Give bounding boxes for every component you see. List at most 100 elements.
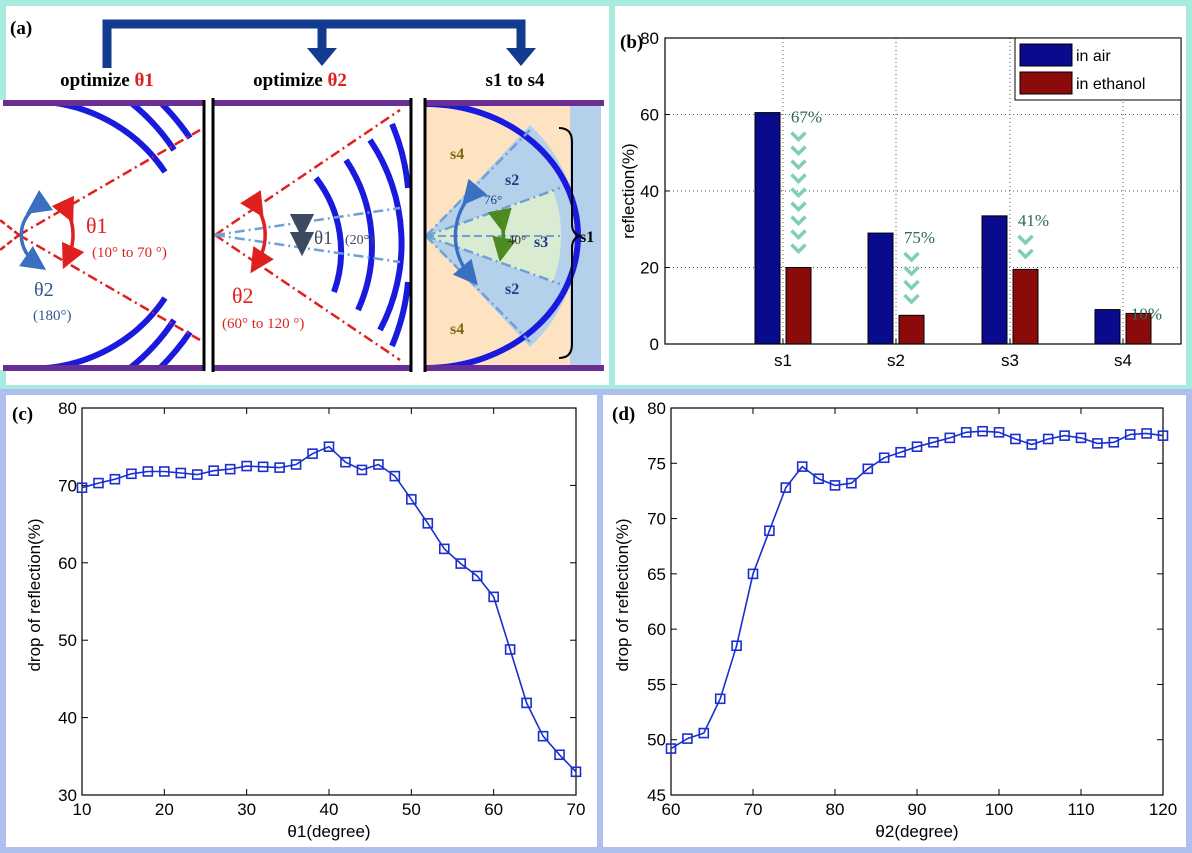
theta2-label: θ2 bbox=[34, 279, 54, 301]
data-point bbox=[1075, 432, 1087, 444]
data-point bbox=[142, 466, 154, 477]
series-line bbox=[670, 430, 1164, 750]
xtick-label: 70 bbox=[744, 800, 763, 819]
b-ylabel: reflection(%) bbox=[619, 143, 638, 238]
xtick-label: 50 bbox=[402, 800, 421, 819]
title-s1-to-s4: s1 to s4 bbox=[485, 70, 545, 91]
b-ytick-label: 80 bbox=[640, 29, 659, 48]
legend-label-air: in air bbox=[1076, 48, 1111, 65]
data-point bbox=[307, 448, 318, 459]
data-point bbox=[191, 469, 203, 480]
data-point bbox=[829, 480, 841, 491]
b-ytick-label: 40 bbox=[640, 182, 659, 201]
b-grid bbox=[665, 38, 1181, 344]
data-point bbox=[1059, 430, 1070, 441]
data-point bbox=[356, 464, 368, 476]
data-point bbox=[340, 456, 351, 468]
panel-d-line-chart: (d) 60 70 80 90 100 110 120 45 50 55 60 65 70 75 80 θ2… bbox=[612, 399, 1177, 841]
bar-ethanol-s2 bbox=[898, 314, 925, 345]
data-point bbox=[747, 568, 759, 580]
bar-air-s2 bbox=[867, 232, 894, 345]
theta1-fixed-value: (20°) bbox=[345, 233, 374, 248]
data-point bbox=[438, 543, 450, 555]
c-ylabel: drop of reflection(%) bbox=[25, 518, 44, 671]
sub-diagram-theta1: θ1 (10° to 70 °) θ2 (180°) bbox=[0, 100, 206, 371]
data-point bbox=[570, 766, 582, 778]
data-point bbox=[731, 640, 742, 652]
data-point bbox=[274, 462, 285, 473]
data-point bbox=[422, 518, 434, 529]
data-point bbox=[1042, 433, 1054, 445]
c-xlabel: θ1(degree) bbox=[287, 822, 370, 841]
connector-bar bbox=[102, 19, 526, 68]
axes-frame bbox=[670, 407, 1164, 796]
data-point bbox=[944, 432, 956, 444]
xtick-label: 60 bbox=[484, 800, 503, 819]
data-point bbox=[241, 460, 252, 472]
c-plot: 10 20 30 40 50 60 70 30 40 50 60 70 80 bbox=[58, 399, 585, 819]
data-point bbox=[323, 441, 335, 453]
data-point bbox=[471, 570, 483, 582]
xtick-label: 10 bbox=[73, 800, 92, 819]
data-point bbox=[764, 525, 775, 537]
data-point bbox=[373, 459, 384, 470]
sub-diagram-theta2: θ1 (20°) θ2 (60° to 120 °) bbox=[211, 98, 413, 372]
arrow-head-2 bbox=[307, 48, 337, 66]
data-point bbox=[1092, 438, 1103, 449]
b-chevron bbox=[1017, 248, 1034, 260]
b-chevron bbox=[903, 251, 920, 263]
ytick-label: 50 bbox=[647, 731, 666, 750]
ytick-label: 65 bbox=[647, 565, 666, 584]
data-point bbox=[1124, 429, 1136, 440]
data-point bbox=[846, 477, 857, 489]
panel-d-label: (d) bbox=[612, 404, 635, 425]
b-bars bbox=[754, 112, 1152, 345]
data-point bbox=[109, 473, 121, 485]
s2-top-label: s2 bbox=[505, 172, 519, 189]
data-point bbox=[488, 591, 499, 603]
bar-air-s1 bbox=[754, 112, 781, 345]
s4-top-label: s4 bbox=[450, 146, 464, 163]
data-point bbox=[813, 473, 824, 485]
data-point bbox=[406, 494, 417, 505]
b-chevron bbox=[790, 215, 807, 227]
sub-diagram-sections: s4 s2 76° 40° s3 s2 s4 s1 bbox=[423, 98, 604, 372]
data-point bbox=[780, 482, 792, 493]
ytick-label: 45 bbox=[647, 786, 666, 805]
b-percent-label: 75% bbox=[904, 228, 935, 247]
b-xtick-label: s1 bbox=[774, 351, 792, 370]
b-chevron bbox=[790, 243, 807, 255]
bar-ethanol-s3 bbox=[1012, 268, 1039, 345]
ytick-label: 60 bbox=[58, 554, 77, 573]
panel-c-label: (c) bbox=[12, 404, 33, 425]
theta2-range-label: (60° to 120 °) bbox=[222, 316, 304, 332]
b-xtick-label: s4 bbox=[1114, 351, 1132, 370]
bar-air-s3 bbox=[981, 215, 1008, 345]
data-point bbox=[159, 466, 170, 477]
b-chevron bbox=[790, 131, 807, 143]
legend-label-ethanol: in ethanol bbox=[1076, 76, 1145, 93]
data-point bbox=[224, 463, 236, 475]
angle-40-label: 40° bbox=[508, 232, 526, 247]
bar-ethanol-s1 bbox=[785, 267, 812, 345]
data-point bbox=[537, 730, 549, 742]
bar-ethanol-s4 bbox=[1125, 312, 1152, 345]
b-chevron bbox=[790, 187, 807, 199]
data-point bbox=[977, 425, 988, 437]
panel-c-line-chart: (c) 10 20 30 40 50 60 70 30 40 50 60 70 80 θ1(degree… bbox=[12, 399, 585, 841]
axes-frame bbox=[81, 407, 577, 796]
panel-b-label: (b) bbox=[620, 32, 643, 53]
panel-a-label: (a) bbox=[10, 18, 32, 39]
data-point bbox=[928, 436, 939, 448]
b-chevron bbox=[790, 145, 807, 157]
title-optimize-theta2: optimize θ2 bbox=[253, 70, 347, 91]
data-point bbox=[1010, 433, 1021, 445]
xtick-label: 40 bbox=[320, 800, 339, 819]
ytick-label: 70 bbox=[647, 510, 666, 529]
b-chevron bbox=[1017, 234, 1034, 246]
ytick-label: 70 bbox=[58, 476, 77, 495]
panel-a-diagram: (a) optimize θ1 optimize θ2 s1 to s4 bbox=[0, 18, 604, 372]
d-plot: 60 70 80 90 100 110 120 45 50 55 60 65 70 75 80 bbox=[647, 399, 1177, 819]
ytick-label: 80 bbox=[58, 399, 77, 418]
